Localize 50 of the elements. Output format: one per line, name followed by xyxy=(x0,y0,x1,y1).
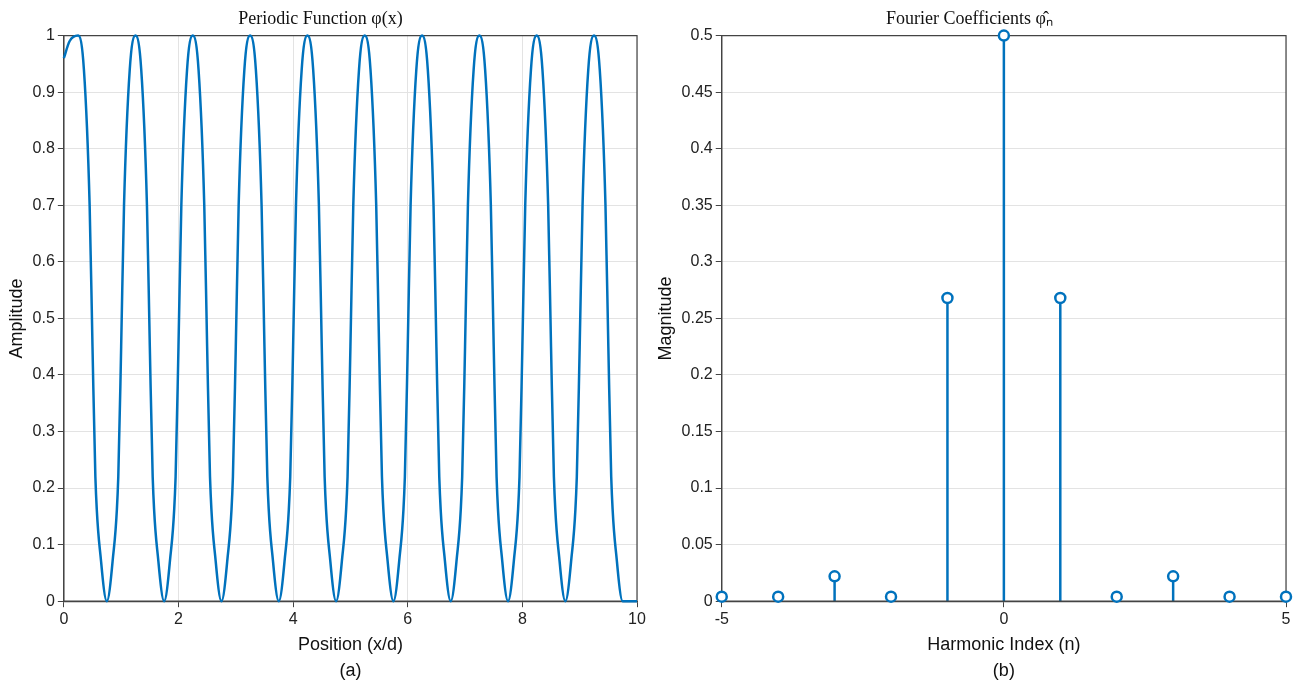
x-tick-label: 5 xyxy=(1281,610,1291,628)
y-tick-label: 0 xyxy=(703,591,713,609)
y-tick-label: 0.3 xyxy=(32,421,55,439)
y-tick-label: 0.4 xyxy=(690,139,713,157)
y-tick-label: 0.1 xyxy=(32,535,55,553)
y-tick-label: 0.7 xyxy=(32,195,55,213)
x-axis-title: Position (x/d) xyxy=(297,634,403,655)
point xyxy=(997,29,1011,42)
x-tick-label: 2 xyxy=(174,610,184,628)
y-tick-label: 0.9 xyxy=(32,82,55,100)
x-tick-label: 10 xyxy=(628,610,646,628)
y-tick-label: 0.8 xyxy=(32,139,55,157)
y-tick-label: 1 xyxy=(45,26,55,44)
y-tick-label: 0.1 xyxy=(690,478,713,496)
y-tick-label: 0.6 xyxy=(32,252,55,270)
y-tick-label: 0.25 xyxy=(681,308,713,326)
y-tick-label: 0.4 xyxy=(32,365,55,383)
point xyxy=(1166,570,1180,583)
y-tick-label: 0.5 xyxy=(690,26,713,44)
x-tick-label: -5 xyxy=(714,610,729,628)
x-tick-label: 0 xyxy=(999,610,1009,628)
y-tick-label: 0.3 xyxy=(690,252,713,270)
y-tick-label: 0.15 xyxy=(681,421,713,439)
text: (a) xyxy=(339,659,362,680)
point xyxy=(1110,590,1123,603)
y-tick-label: 0 xyxy=(45,591,55,609)
point xyxy=(1279,590,1293,603)
point xyxy=(771,590,785,603)
y-axis-title: Magnitude xyxy=(654,276,675,361)
point xyxy=(1223,590,1236,603)
point xyxy=(715,590,728,603)
y-tick-label: 0.2 xyxy=(32,478,55,496)
y-tick-label: 0.5 xyxy=(32,308,55,326)
y-tick-label: 0.2 xyxy=(690,365,713,383)
chart-title: Periodic Function φ(x) xyxy=(238,7,403,29)
y-tick-label: 0.05 xyxy=(681,535,713,553)
y-tick-label: 0.45 xyxy=(681,82,713,100)
point xyxy=(828,570,841,583)
x-tick-label: 4 xyxy=(288,610,298,628)
x-tick-label: 0 xyxy=(59,610,69,628)
x-tick-label: 8 xyxy=(517,610,527,628)
y-axis-title: Amplitude xyxy=(5,278,26,359)
point xyxy=(941,291,954,305)
x-axis-title: Harmonic Index (n) xyxy=(927,634,1081,655)
point xyxy=(1054,291,1067,305)
chart-title: Fourier Coefficients φ̂ₙ xyxy=(885,7,1054,28)
x-tick-label: 6 xyxy=(403,610,413,628)
text: (b) xyxy=(992,659,1015,680)
y-tick-label: 0.35 xyxy=(681,195,713,213)
point xyxy=(884,590,898,603)
